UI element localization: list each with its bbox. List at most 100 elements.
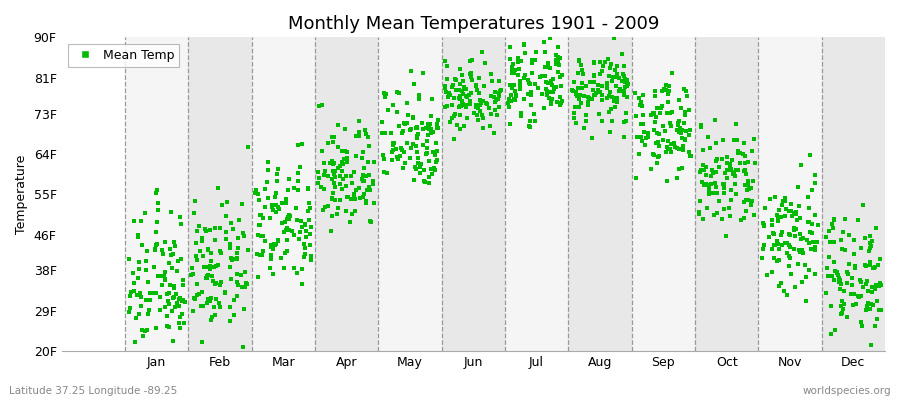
Point — [604, 106, 618, 112]
Point — [303, 231, 318, 237]
Point — [544, 78, 558, 85]
Point — [456, 123, 471, 130]
Point — [271, 166, 285, 172]
Point — [770, 238, 784, 244]
Point — [833, 281, 848, 288]
Point — [356, 172, 370, 178]
Point — [151, 273, 166, 280]
Point — [838, 216, 852, 222]
Point — [683, 127, 698, 133]
Point — [493, 88, 508, 94]
Point — [790, 217, 805, 224]
Point — [327, 160, 341, 166]
Point — [202, 265, 217, 272]
Point — [450, 122, 464, 128]
Point — [683, 153, 698, 160]
Point — [359, 200, 374, 206]
Point — [192, 291, 206, 297]
Point — [791, 260, 806, 267]
Point — [660, 144, 674, 150]
Point — [204, 258, 219, 264]
Point — [842, 261, 857, 268]
Point — [311, 180, 326, 186]
Point — [429, 140, 444, 146]
Point — [169, 291, 184, 297]
Point — [446, 82, 460, 88]
Point — [803, 152, 817, 159]
Point — [768, 242, 782, 249]
Point — [201, 246, 215, 253]
Point — [314, 183, 328, 190]
Point — [555, 71, 570, 78]
Point — [635, 92, 650, 98]
Point — [659, 149, 673, 156]
Point — [705, 167, 719, 173]
Point — [319, 204, 333, 210]
Point — [636, 112, 651, 118]
Point — [628, 174, 643, 181]
Point — [284, 212, 298, 219]
Point — [724, 197, 738, 203]
Point — [326, 138, 340, 145]
Point — [783, 244, 797, 250]
Point — [616, 71, 630, 77]
Point — [841, 271, 855, 277]
Point — [501, 100, 516, 106]
Point — [663, 141, 678, 148]
Point — [605, 118, 619, 125]
Point — [718, 170, 733, 176]
Point — [480, 101, 494, 107]
Point — [398, 160, 412, 167]
Point — [240, 144, 255, 150]
Point — [352, 133, 366, 139]
Point — [607, 98, 621, 105]
Point — [143, 297, 157, 304]
Point — [723, 165, 737, 172]
Point — [126, 270, 140, 276]
Point — [501, 104, 516, 110]
Point — [206, 278, 220, 284]
Point — [158, 268, 173, 275]
Point — [122, 309, 136, 315]
Point — [275, 200, 290, 206]
Point — [208, 225, 222, 231]
Point — [304, 253, 319, 259]
Point — [238, 269, 253, 275]
Point — [445, 115, 459, 121]
Point — [775, 202, 789, 208]
Point — [401, 112, 416, 118]
Point — [700, 134, 715, 141]
Point — [487, 94, 501, 100]
Point — [455, 101, 470, 108]
Point — [528, 49, 543, 56]
Point — [328, 184, 342, 190]
Point — [424, 166, 438, 173]
Point — [551, 68, 565, 75]
Point — [167, 282, 182, 289]
Point — [605, 94, 619, 100]
Point — [670, 145, 685, 151]
Point — [128, 339, 142, 345]
Point — [505, 64, 519, 70]
Point — [637, 129, 652, 136]
Point — [599, 80, 614, 87]
Point — [463, 98, 477, 104]
Point — [231, 282, 246, 289]
Point — [482, 104, 496, 111]
Point — [364, 219, 378, 226]
Point — [483, 111, 498, 117]
Point — [362, 172, 376, 178]
Point — [600, 55, 615, 62]
Point — [326, 190, 340, 196]
Point — [410, 124, 424, 130]
Point — [870, 262, 885, 269]
Point — [524, 92, 538, 98]
Point — [867, 264, 881, 271]
Point — [219, 212, 233, 219]
Point — [737, 199, 751, 205]
Point — [663, 146, 678, 152]
Point — [677, 120, 691, 126]
Point — [344, 195, 358, 202]
Point — [801, 218, 815, 225]
Point — [847, 291, 861, 297]
